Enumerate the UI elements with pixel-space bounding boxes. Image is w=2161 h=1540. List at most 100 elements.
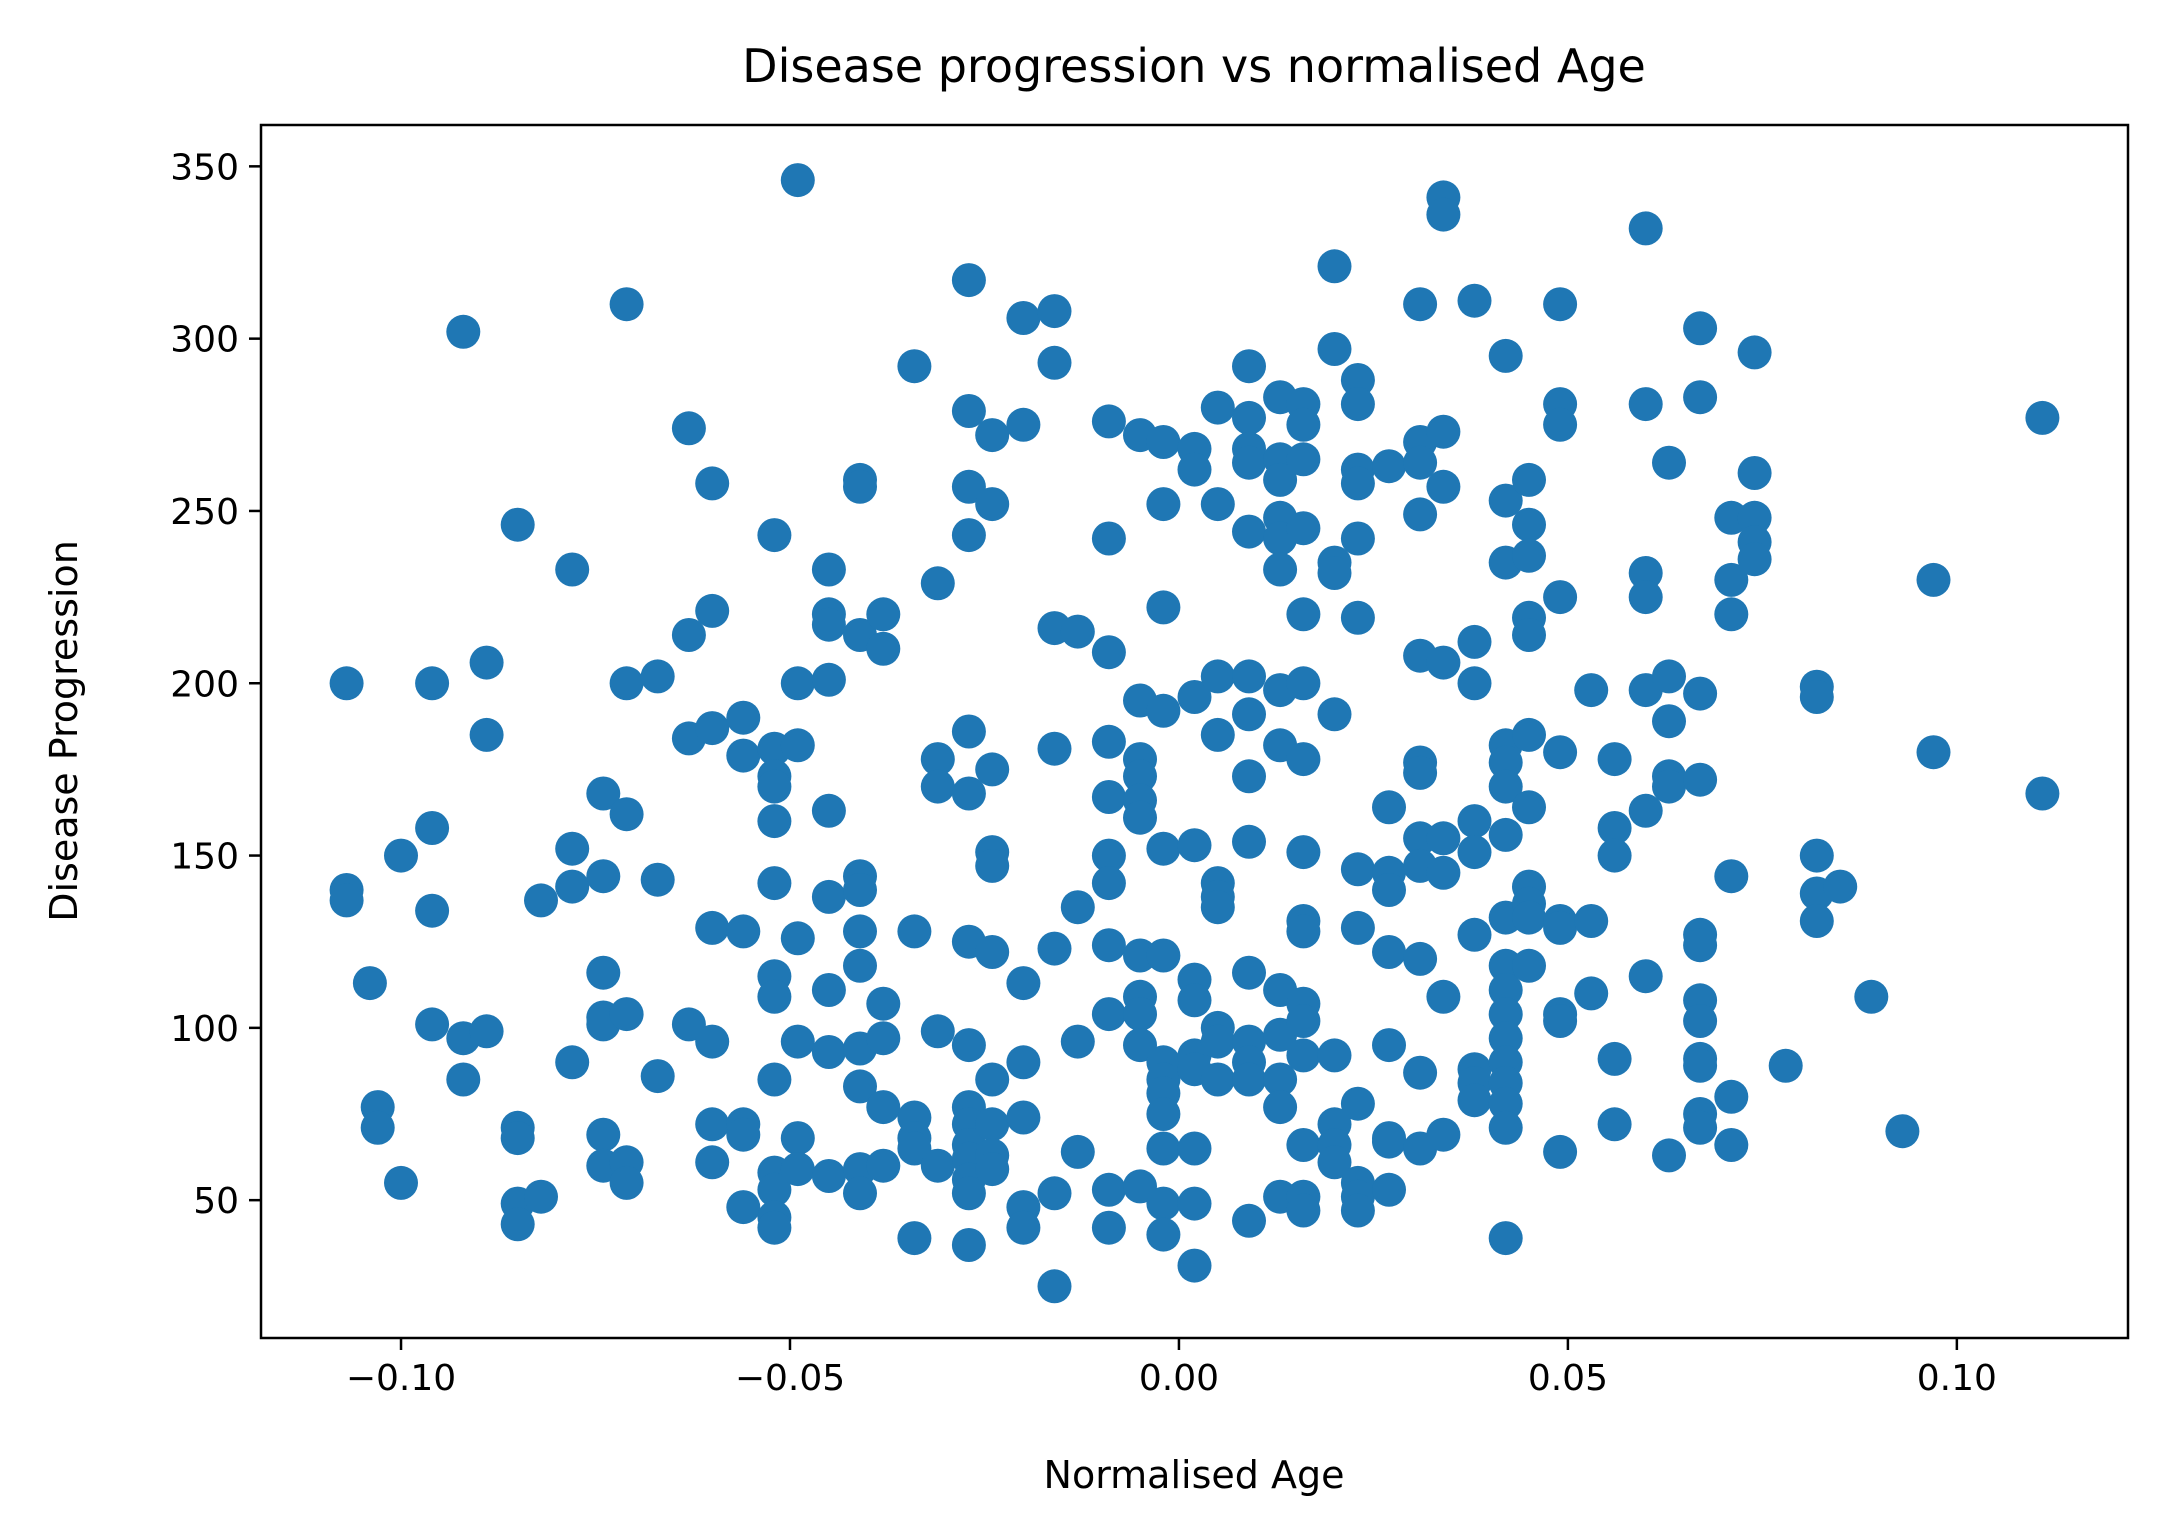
data-point-148	[1006, 1100, 1041, 1135]
data-point-77	[780, 728, 815, 763]
data-point-184	[1146, 425, 1181, 459]
data-point-230	[1232, 1062, 1266, 1097]
data-point-415	[2025, 776, 2060, 811]
data-point-252	[1286, 835, 1321, 870]
data-point-363	[1597, 811, 1632, 845]
data-point-78	[780, 921, 815, 956]
data-point-67	[757, 866, 792, 901]
data-point-45	[671, 411, 706, 446]
data-point-12	[446, 314, 481, 349]
data-point-41	[609, 1165, 644, 1200]
data-point-8	[415, 666, 450, 701]
y-tick-label: 300	[170, 320, 239, 361]
data-point-365	[1597, 1041, 1632, 1076]
data-point-413	[1916, 735, 1951, 770]
plot-frame	[259, 123, 2130, 1340]
data-point-14	[446, 1062, 481, 1097]
data-point-22	[500, 1207, 535, 1242]
data-point-51	[695, 711, 730, 746]
data-point-234	[1263, 462, 1298, 497]
data-point-331	[1488, 997, 1523, 1032]
data-point-87	[811, 879, 846, 914]
data-point-0	[329, 666, 364, 701]
data-point-242	[1263, 1062, 1298, 1097]
data-point-250	[1286, 666, 1321, 701]
data-point-281	[1340, 1193, 1375, 1228]
data-point-143	[975, 1152, 1010, 1187]
data-point-372	[1628, 793, 1663, 828]
y-axis: 50 100 150 200 250 300 350	[170, 147, 261, 1222]
data-point-387	[1683, 1004, 1718, 1038]
data-point-339	[1512, 507, 1546, 542]
data-point-226	[1232, 824, 1266, 859]
data-point-70	[757, 1062, 792, 1097]
data-point-163	[1091, 521, 1126, 556]
data-point-237	[1263, 552, 1298, 587]
data-point-392	[1714, 500, 1749, 535]
data-point-109	[897, 914, 932, 949]
data-point-99	[843, 1069, 877, 1104]
data-point-317	[1457, 917, 1492, 952]
data-point-278	[1340, 1086, 1375, 1121]
data-point-297	[1403, 755, 1438, 790]
data-point-304	[1426, 197, 1461, 232]
data-point-402	[1737, 542, 1772, 577]
data-point-360	[1574, 904, 1609, 938]
data-point-222	[1232, 514, 1266, 549]
data-point-169	[1091, 928, 1126, 963]
data-point-196	[1146, 1217, 1181, 1252]
data-point-289	[1372, 1124, 1406, 1159]
data-point-124	[951, 776, 986, 811]
data-point-80	[780, 1121, 815, 1156]
data-point-199	[1177, 680, 1212, 714]
data-point-178	[1123, 800, 1157, 835]
data-point-76	[780, 666, 815, 701]
data-point-373	[1628, 959, 1663, 994]
data-point-27	[555, 869, 590, 904]
data-point-18	[500, 507, 535, 542]
data-point-285	[1372, 873, 1406, 907]
data-point-164	[1091, 635, 1126, 670]
data-point-211	[1200, 717, 1235, 752]
data-point-101	[843, 1176, 877, 1211]
data-point-37	[609, 666, 644, 701]
data-point-147	[1006, 1045, 1041, 1080]
data-point-290	[1372, 1172, 1406, 1207]
data-point-134	[975, 418, 1010, 453]
data-point-202	[1177, 983, 1212, 1018]
data-point-159	[1060, 890, 1095, 925]
data-point-251	[1286, 742, 1321, 777]
data-point-107	[866, 1148, 901, 1183]
data-point-309	[1426, 855, 1461, 890]
data-point-248	[1286, 511, 1321, 546]
y-tick-label: 150	[170, 837, 239, 878]
data-point-293	[1403, 445, 1438, 480]
data-point-23	[524, 883, 558, 918]
data-point-138	[975, 848, 1010, 883]
data-point-209	[1200, 487, 1235, 522]
data-point-225	[1232, 759, 1266, 794]
data-point-188	[1146, 831, 1181, 866]
data-point-157	[1037, 1269, 1072, 1304]
data-point-104	[866, 986, 901, 1021]
data-point-136	[975, 752, 1010, 787]
data-point-5	[360, 1110, 395, 1145]
data-point-307	[1426, 645, 1461, 680]
data-point-28	[555, 1045, 590, 1080]
data-point-42	[640, 659, 675, 694]
data-point-395	[1714, 859, 1749, 894]
data-point-26	[555, 831, 590, 866]
data-point-376	[1652, 704, 1686, 739]
data-point-195	[1146, 1186, 1181, 1221]
data-point-89	[811, 1035, 846, 1069]
data-point-156	[1037, 1176, 1072, 1211]
data-point-103	[866, 631, 901, 666]
data-point-82	[811, 552, 846, 587]
data-point-132	[951, 1176, 986, 1211]
x-axis: −0.10 −0.05 0.00 0.05 0.10	[346, 1338, 1997, 1399]
data-point-96	[843, 914, 877, 949]
data-point-9	[415, 811, 450, 845]
scatter-points	[329, 163, 2060, 1304]
data-point-122	[951, 518, 986, 553]
